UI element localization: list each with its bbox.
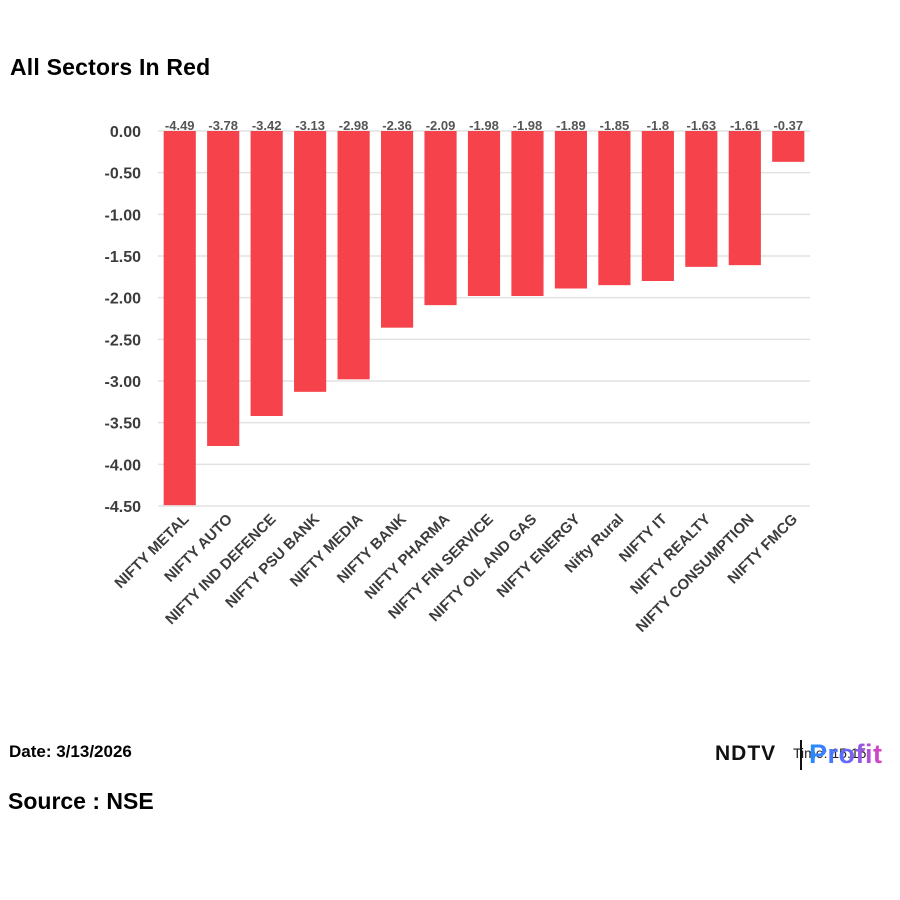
chart-title: All Sectors In Red — [10, 54, 211, 80]
data-labels: -4.49 -3.78 -3.42 -3.13 -2.98 -2.36 -2.09 -1.98… — [165, 118, 803, 133]
data-label: -1.8 — [647, 118, 669, 133]
data-label: -1.85 — [600, 118, 630, 133]
y-tick-label: -1.50 — [105, 249, 142, 266]
y-axis-ticks: 0.00 -0.50 -1.00 -1.50 -2.00 -2.50 -3.00 -3.50 -… — [105, 124, 142, 516]
data-label: -2.09 — [426, 118, 456, 133]
data-label: -3.42 — [252, 118, 282, 133]
bar — [163, 131, 196, 506]
bar — [511, 131, 544, 296]
bar — [467, 131, 501, 296]
y-tick-label: -1.00 — [105, 207, 142, 224]
data-label: -2.36 — [382, 118, 412, 133]
data-label: -1.98 — [513, 118, 543, 133]
logo-profit-text: Profit — [809, 739, 883, 769]
logo-divider — [800, 740, 802, 770]
data-label: -3.13 — [295, 118, 325, 133]
data-label: -1.63 — [687, 118, 717, 133]
y-tick-label: -4.50 — [105, 499, 142, 516]
source-label: Source : NSE — [8, 788, 154, 814]
data-label: -1.61 — [730, 118, 760, 133]
bar — [641, 131, 674, 281]
bar — [207, 131, 240, 446]
time-label: Time: 15:15 — [793, 745, 866, 761]
y-tick-label: -3.00 — [105, 374, 142, 391]
bar-chart: 0.00 -0.50 -1.00 -1.50 -2.00 -2.50 -3.00 -3.50 -… — [105, 118, 810, 636]
bar — [772, 131, 805, 162]
data-label: -2.98 — [339, 118, 369, 133]
y-tick-label: -4.00 — [105, 457, 142, 474]
ndtv-profit-logo: NDTV Time: 15:15 Profit — [715, 738, 895, 774]
y-tick-label: -2.00 — [105, 291, 142, 308]
bar — [554, 131, 588, 289]
logo-ndtv-text: NDTV — [715, 742, 777, 765]
bar — [685, 131, 718, 267]
bar — [337, 131, 370, 380]
y-tick-label: 0.00 — [110, 124, 141, 141]
data-label: -1.98 — [469, 118, 499, 133]
bars — [163, 131, 805, 506]
x-tick-label: NIFTY METAL — [111, 511, 192, 592]
y-tick-label: -3.50 — [105, 416, 142, 433]
bar — [294, 131, 327, 392]
y-tick-label: -0.50 — [105, 166, 142, 183]
data-label: -1.89 — [556, 118, 586, 133]
bar — [380, 131, 414, 328]
y-tick-label: -2.50 — [105, 332, 142, 349]
bar — [250, 131, 283, 416]
bar — [424, 131, 457, 306]
bar — [728, 131, 761, 266]
data-label: -0.37 — [773, 118, 803, 133]
data-label: -3.78 — [208, 118, 238, 133]
date-label: Date: 3/13/2026 — [9, 742, 132, 761]
data-label: -4.49 — [165, 118, 195, 133]
bar — [598, 131, 631, 286]
